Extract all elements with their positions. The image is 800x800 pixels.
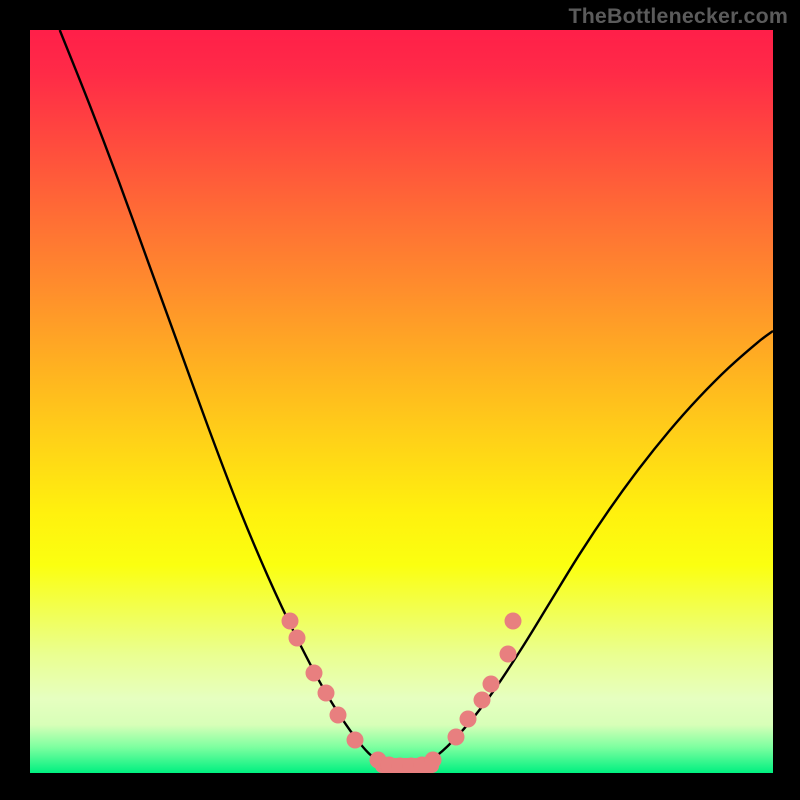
watermark-text: TheBottlenecker.com <box>568 4 788 29</box>
curve-marker <box>289 629 306 646</box>
curve-marker <box>282 612 299 629</box>
chart-outer-frame: TheBottlenecker.com <box>0 0 800 800</box>
data-markers-layer <box>30 30 773 773</box>
curve-marker <box>317 684 334 701</box>
chart-plot-area <box>30 30 773 773</box>
curve-marker <box>504 612 521 629</box>
curve-marker <box>482 675 499 692</box>
curve-marker <box>347 731 364 748</box>
curve-marker <box>425 752 442 769</box>
curve-marker <box>473 692 490 709</box>
curve-marker <box>447 728 464 745</box>
curve-marker <box>305 664 322 681</box>
curve-marker <box>499 646 516 663</box>
curve-marker <box>460 710 477 727</box>
curve-marker <box>330 707 347 724</box>
